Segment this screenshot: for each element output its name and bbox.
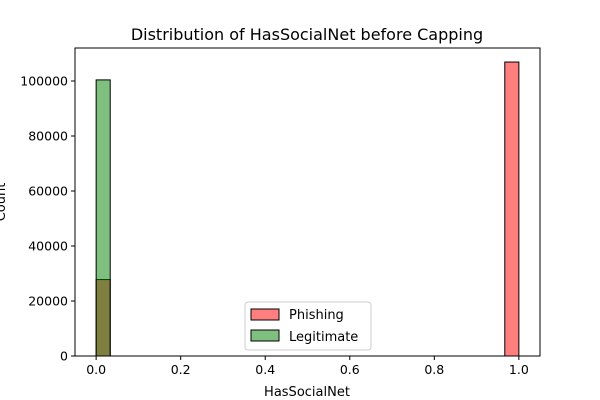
x-tick-label: 1.0 bbox=[509, 362, 529, 377]
y-tick-label: 80000 bbox=[28, 129, 68, 144]
y-axis-label: Count bbox=[0, 183, 9, 222]
legend-label-legitimate: Legitimate bbox=[289, 330, 358, 345]
x-axis-label: HasSocialNet bbox=[264, 385, 350, 400]
x-tick-label: 0.2 bbox=[171, 362, 191, 377]
y-tick-label: 0 bbox=[60, 349, 68, 364]
chart-title: Distribution of HasSocialNet before Capp… bbox=[131, 25, 483, 44]
legend-label-phishing: Phishing bbox=[289, 308, 344, 323]
y-tick-label: 40000 bbox=[28, 239, 68, 254]
legend: Phishing Legitimate bbox=[244, 301, 372, 351]
y-axis-ticks: 0 20000 40000 60000 80000 100000 bbox=[20, 74, 75, 364]
x-axis-ticks: 0.0 0.2 0.4 0.6 0.8 1.0 bbox=[86, 356, 529, 377]
x-tick-label: 0.8 bbox=[424, 362, 444, 377]
x-tick-label: 0.4 bbox=[255, 362, 275, 377]
x-tick-label: 0.0 bbox=[86, 362, 106, 377]
x-tick-label: 0.6 bbox=[340, 362, 360, 377]
bars-layer bbox=[95, 61, 520, 357]
y-tick-label: 60000 bbox=[28, 184, 68, 199]
bar-legitimate-0 bbox=[95, 79, 111, 357]
bar-phishing-1 bbox=[504, 61, 520, 357]
legend-swatch-legitimate bbox=[250, 329, 280, 342]
plot-frame bbox=[74, 47, 541, 357]
y-tick-label: 20000 bbox=[28, 294, 68, 309]
y-tick-label: 100000 bbox=[20, 74, 68, 89]
legend-swatch-phishing bbox=[250, 308, 280, 321]
